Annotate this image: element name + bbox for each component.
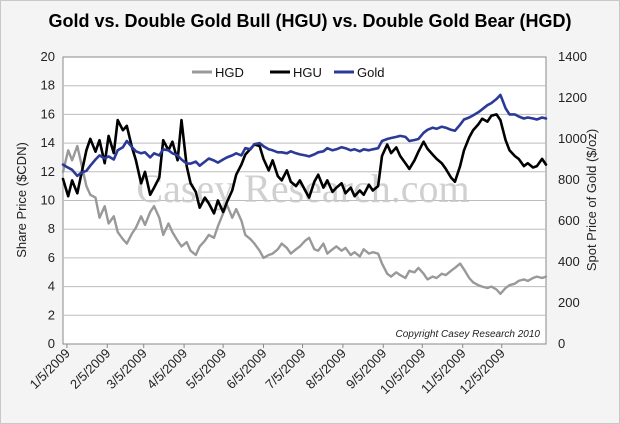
right-axis-label: Spot Price of Gold ($/oz) — [584, 129, 599, 271]
x-tick-label: 3/5/2009 — [103, 346, 149, 392]
right-tick-label: 400 — [558, 254, 580, 269]
x-tick-label: 5/5/2009 — [183, 346, 229, 392]
right-tick-label: 1200 — [558, 90, 587, 105]
left-tick-label: 18 — [41, 78, 55, 93]
legend-label-gold: Gold — [357, 65, 384, 80]
left-tick-label: 16 — [41, 106, 55, 121]
x-tick-label: 4/5/2009 — [144, 346, 190, 392]
left-tick-label: 0 — [48, 336, 55, 351]
left-tick-label: 14 — [41, 135, 55, 150]
series-line-hgu — [61, 113, 548, 215]
series-line-hgd — [61, 144, 548, 295]
x-tick-label: 1/5/2009 — [27, 346, 73, 392]
left-axis-ticks: 0 2 4 6 8 10 12 14 16 18 20 — [41, 49, 55, 351]
right-tick-label: 1000 — [558, 131, 587, 146]
x-tick-label: 8/5/2009 — [303, 346, 349, 392]
right-tick-label: 0 — [558, 336, 565, 351]
series-lines — [61, 93, 548, 295]
left-tick-label: 12 — [41, 164, 55, 179]
copyright-note: Copyright Casey Research 2010 — [395, 329, 540, 340]
left-tick-label: 2 — [48, 307, 55, 322]
x-tick-label: 6/5/2009 — [223, 346, 269, 392]
right-tick-label: 1400 — [558, 49, 587, 64]
left-tick-label: 4 — [48, 279, 55, 294]
legend-label-hgd: HGD — [215, 65, 244, 80]
right-axis-ticks: 0 200 400 600 800 1000 1200 1400 — [558, 49, 587, 351]
legend-label-hgu: HGU — [293, 65, 322, 80]
x-tick-label: 7/5/2009 — [262, 346, 308, 392]
right-tick-label: 600 — [558, 213, 580, 228]
series-line-gold — [61, 93, 548, 178]
left-tick-label: 10 — [41, 193, 55, 208]
left-tick-label: 8 — [48, 221, 55, 236]
gridlines — [63, 85, 546, 316]
left-axis-label: Share Price ($CDN) — [14, 142, 29, 258]
left-tick-label: 20 — [41, 49, 55, 64]
right-tick-label: 200 — [558, 295, 580, 310]
chart-title: Gold vs. Double Gold Bull (HGU) vs. Doub… — [48, 11, 571, 31]
legend: HGD HGU Gold — [192, 65, 384, 80]
x-axis-ticks: 1/5/20092/5/20093/5/20094/5/20095/5/2009… — [27, 344, 508, 397]
right-tick-label: 800 — [558, 172, 580, 187]
left-tick-label: 6 — [48, 250, 55, 265]
